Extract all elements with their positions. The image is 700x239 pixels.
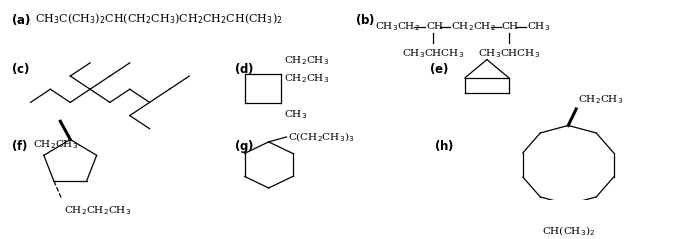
Text: CH$_3$CHCH$_3$: CH$_3$CHCH$_3$ — [477, 47, 540, 60]
Text: CH$_2$CH$_2$: CH$_2$CH$_2$ — [452, 20, 496, 33]
Text: $\bf{(g)}$: $\bf{(g)}$ — [234, 138, 254, 155]
Text: $\bf{(d)}$: $\bf{(d)}$ — [234, 61, 254, 76]
Text: CH$_2$CH$_3$: CH$_2$CH$_3$ — [32, 139, 78, 151]
Text: $\bf{(e)}$: $\bf{(e)}$ — [429, 61, 449, 76]
Text: CH$_2$CH$_3$: CH$_2$CH$_3$ — [578, 93, 623, 106]
Text: CH$_2$CH$_2$CH$_3$: CH$_2$CH$_2$CH$_3$ — [64, 204, 131, 217]
Text: $\bf{(b)}$: $\bf{(b)}$ — [355, 12, 375, 27]
Text: CH$_3$C(CH$_3$)$_2$CH(CH$_2$CH$_3$)CH$_2$CH$_2$CH(CH$_3$)$_2$: CH$_3$C(CH$_3$)$_2$CH(CH$_2$CH$_3$)CH$_2… — [34, 12, 282, 27]
Text: CH: CH — [502, 22, 519, 31]
Text: CH(CH$_3$)$_2$: CH(CH$_3$)$_2$ — [542, 224, 595, 238]
Text: C(CH$_2$CH$_3$)$_3$: C(CH$_2$CH$_3$)$_3$ — [288, 130, 355, 144]
Text: CH$_3$: CH$_3$ — [526, 20, 550, 33]
Text: $\bf{(h)}$: $\bf{(h)}$ — [434, 138, 454, 153]
Text: CH: CH — [426, 22, 443, 31]
Text: CH$_2$CH$_3$: CH$_2$CH$_3$ — [284, 72, 329, 85]
Text: CH$_3$CH$_2$: CH$_3$CH$_2$ — [374, 20, 420, 33]
Text: $\bf{(a)}$: $\bf{(a)}$ — [10, 12, 30, 27]
Text: $\bf{(f)}$: $\bf{(f)}$ — [10, 138, 27, 153]
Text: CH$_2$CH$_3$: CH$_2$CH$_3$ — [284, 54, 329, 67]
Text: $\bf{(c)}$: $\bf{(c)}$ — [10, 61, 29, 76]
Text: CH$_3$CHCH$_3$: CH$_3$CHCH$_3$ — [402, 47, 464, 60]
Text: CH$_3$: CH$_3$ — [284, 108, 307, 121]
